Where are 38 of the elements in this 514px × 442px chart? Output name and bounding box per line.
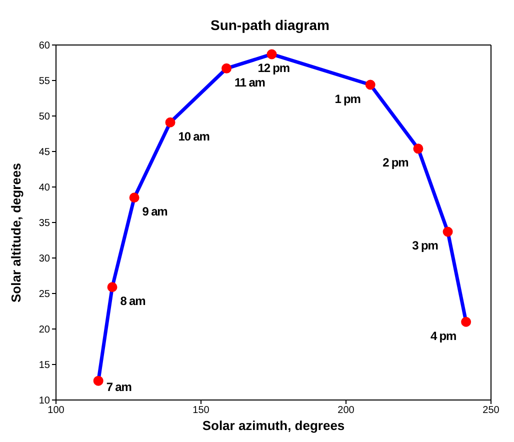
point [107,282,118,292]
chart-title: Sun-path diagram [210,17,330,33]
y-tick-label: 25 [38,289,50,300]
annotation: 8 am [120,294,146,308]
annotation: 7 am [106,380,132,394]
y-tick-label: 55 [38,76,50,88]
point [413,144,424,154]
y-tick-label: 35 [38,218,50,230]
y-axis-title: Solar altitude, degrees [8,163,24,302]
y-tick-label: 60 [38,40,50,52]
y-tick-label: 15 [38,360,50,372]
annotation: 11 am [234,75,265,90]
point [129,192,140,203]
annotation: 2 pm [382,156,408,170]
y-tick-label: 10 [38,396,50,407]
point [461,316,472,327]
point [165,117,176,128]
annotation: 1 pm [334,92,360,106]
point [442,226,453,237]
point [222,63,232,74]
point [266,49,277,60]
x-tick-label: 150 [192,405,210,416]
point [93,376,104,386]
annotation: 9 am [142,204,168,219]
y-tick-label: 30 [38,254,50,265]
x-tick-label: 200 [338,405,355,416]
y-tick-label: 50 [38,112,50,123]
x-tick-label: 100 [48,405,65,416]
annotation: 4 pm [430,328,456,343]
x-axis-title: Solar azimuth, degrees [202,418,345,433]
point [365,80,376,90]
y-tick-label: 45 [38,147,50,158]
annotation: 12 pm [258,61,290,76]
y-tick-label: 40 [38,182,50,194]
y-tick-label: 20 [38,324,50,336]
x-tick-label: 250 [482,405,500,416]
annotation: 10 am [178,129,210,144]
annotation: 3 pm [412,238,438,253]
